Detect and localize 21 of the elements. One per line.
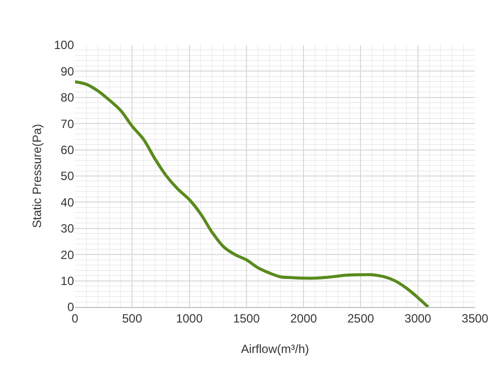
line-series <box>75 80 430 307</box>
x-tick-label: 3000 <box>404 311 432 326</box>
x-tick-label: 500 <box>122 311 142 326</box>
x-tick-label: 2500 <box>347 311 374 326</box>
y-axis-title: Static Pressure(Pa) <box>30 124 44 228</box>
y-tick-label: 100 <box>54 38 74 52</box>
x-tick-label: 1500 <box>233 311 260 326</box>
y-tick-label: 60 <box>60 143 74 157</box>
y-tick-label: 50 <box>60 169 74 184</box>
y-tick-label: 30 <box>60 222 74 236</box>
y-tick-label: 80 <box>60 90 74 105</box>
y-tick-label: 20 <box>60 248 74 262</box>
x-axis-title: Airflow(m³/h) <box>241 342 309 356</box>
y-tick-label: 70 <box>60 116 74 131</box>
y-tick-label: 0 <box>67 300 74 314</box>
y-tick-label: 10 <box>60 274 74 288</box>
y-tick-label: 90 <box>60 64 74 78</box>
y-tick-label: 40 <box>60 195 74 210</box>
x-tick-label: 1000 <box>176 311 203 326</box>
x-tick-label: 3500 <box>462 311 489 326</box>
x-tick-label: 2000 <box>290 311 318 326</box>
